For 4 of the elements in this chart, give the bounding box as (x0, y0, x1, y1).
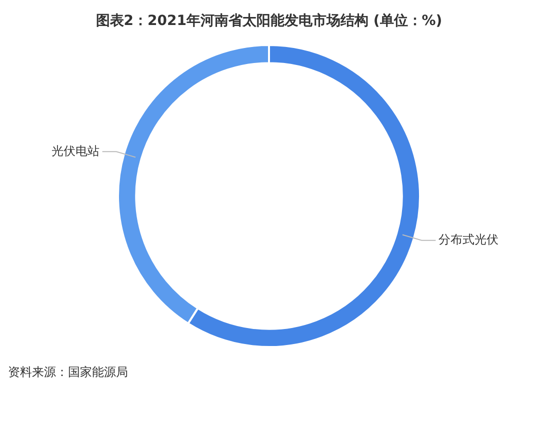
slice-label: 分布式光伏 (438, 232, 499, 246)
slice-label: 光伏电站 (51, 144, 100, 158)
chart-title: 图表2：2021年河南省太阳能发电市场结构 (单位：%) (94, 12, 444, 31)
text: 资料来源：国家能源局 (8, 364, 129, 381)
